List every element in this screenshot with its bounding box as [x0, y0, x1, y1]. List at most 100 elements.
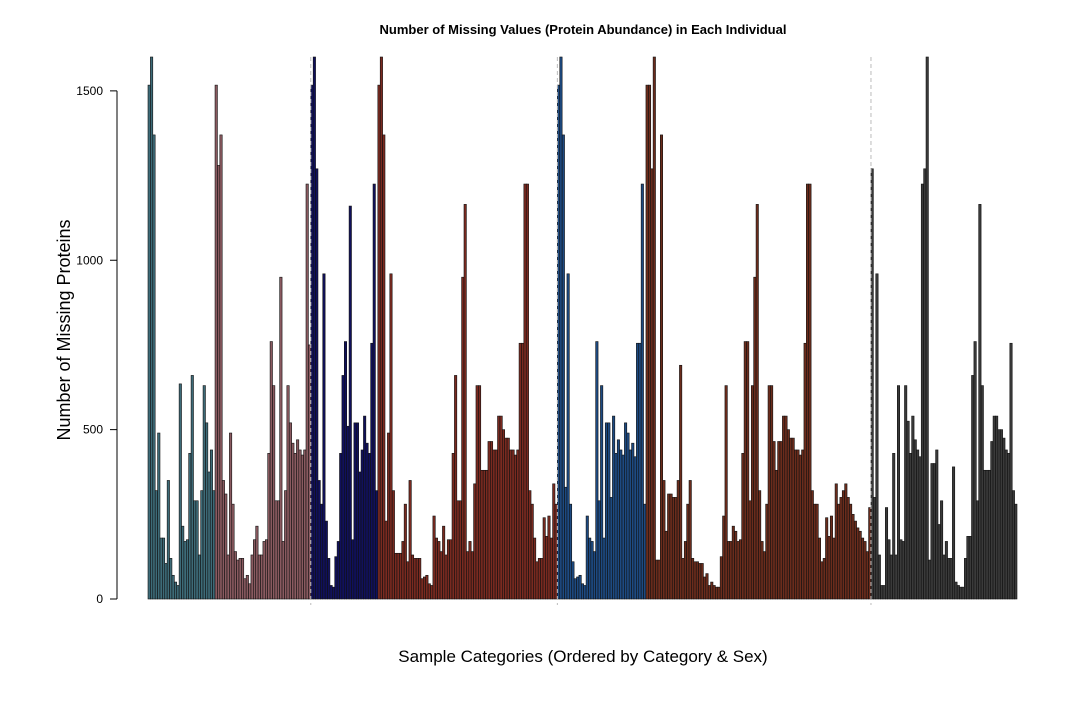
- bar: [928, 559, 932, 600]
- bar: [624, 422, 628, 600]
- bar: [511, 449, 515, 600]
- bar: [569, 503, 573, 600]
- bar: [224, 493, 228, 600]
- bar: [353, 422, 357, 600]
- bar: [894, 554, 898, 600]
- bar: [679, 364, 683, 600]
- bar: [506, 437, 510, 600]
- bar: [602, 537, 606, 600]
- bar: [181, 525, 185, 600]
- bar: [633, 456, 637, 600]
- bar: [978, 204, 982, 600]
- bar: [911, 415, 915, 600]
- bar: [772, 441, 776, 600]
- bar: [765, 503, 769, 600]
- bar: [662, 480, 666, 600]
- bar: [650, 168, 654, 600]
- bar: [724, 385, 728, 600]
- bar: [269, 341, 273, 600]
- bar: [339, 453, 343, 600]
- bar: [312, 56, 316, 600]
- bar: [367, 453, 371, 600]
- bar: [901, 541, 905, 600]
- bar: [841, 490, 845, 600]
- bar: [818, 537, 821, 600]
- bar: [478, 385, 482, 600]
- bar: [695, 561, 699, 600]
- bar: [925, 56, 929, 600]
- bar: [401, 541, 405, 600]
- bar: [681, 558, 685, 600]
- bar: [425, 574, 429, 600]
- bar: [966, 536, 970, 600]
- bar: [794, 449, 798, 600]
- bar: [463, 204, 467, 600]
- bar: [399, 552, 403, 600]
- bar: [466, 551, 470, 600]
- bar: [995, 415, 999, 600]
- bar: [418, 558, 422, 600]
- bar: [542, 517, 546, 600]
- bar: [801, 449, 805, 600]
- bar: [683, 541, 687, 600]
- bar: [439, 551, 443, 600]
- bar: [628, 449, 632, 600]
- bar: [154, 490, 158, 600]
- bar: [509, 449, 513, 600]
- bar: [442, 525, 446, 600]
- bar: [458, 500, 462, 600]
- bar: [379, 56, 383, 600]
- bar: [952, 466, 956, 600]
- bar: [231, 503, 235, 600]
- bar: [250, 554, 254, 600]
- bar: [578, 574, 582, 600]
- bar: [906, 420, 910, 600]
- bar: [296, 439, 300, 600]
- bar: [691, 558, 695, 600]
- bar: [195, 500, 199, 600]
- bar: [686, 503, 690, 600]
- bar: [171, 574, 175, 600]
- bar: [782, 415, 786, 600]
- bar: [660, 134, 663, 600]
- bar: [396, 552, 400, 600]
- bar: [193, 500, 197, 600]
- bar: [291, 442, 295, 600]
- bar: [619, 449, 623, 600]
- bar: [360, 449, 364, 600]
- bar: [346, 425, 350, 600]
- bar: [655, 559, 659, 600]
- bar: [590, 541, 594, 600]
- bar: [286, 385, 290, 600]
- bar: [676, 480, 680, 600]
- bar: [698, 563, 702, 600]
- bar: [253, 539, 257, 600]
- bar: [523, 183, 527, 600]
- bar: [411, 554, 415, 600]
- bar: [552, 483, 556, 600]
- bar: [284, 490, 288, 600]
- bar: [875, 273, 879, 600]
- bar: [882, 585, 886, 600]
- bar: [992, 415, 996, 600]
- bar: [822, 558, 826, 600]
- bar: [197, 554, 201, 600]
- bar: [968, 536, 972, 600]
- bar: [631, 442, 635, 600]
- chart-title: Number of Missing Values (Protein Abunda…: [380, 22, 787, 37]
- bar: [664, 530, 668, 600]
- bar: [494, 449, 498, 600]
- bar: [674, 497, 678, 600]
- bar: [671, 497, 675, 600]
- bar: [255, 525, 259, 600]
- bar: [762, 551, 766, 600]
- bar: [468, 541, 472, 600]
- bar: [739, 539, 742, 600]
- bar: [932, 463, 936, 600]
- bar: [705, 573, 709, 600]
- bar: [162, 537, 166, 600]
- bar: [796, 449, 800, 600]
- bar: [403, 503, 407, 600]
- bar: [573, 578, 577, 600]
- bar: [703, 576, 707, 600]
